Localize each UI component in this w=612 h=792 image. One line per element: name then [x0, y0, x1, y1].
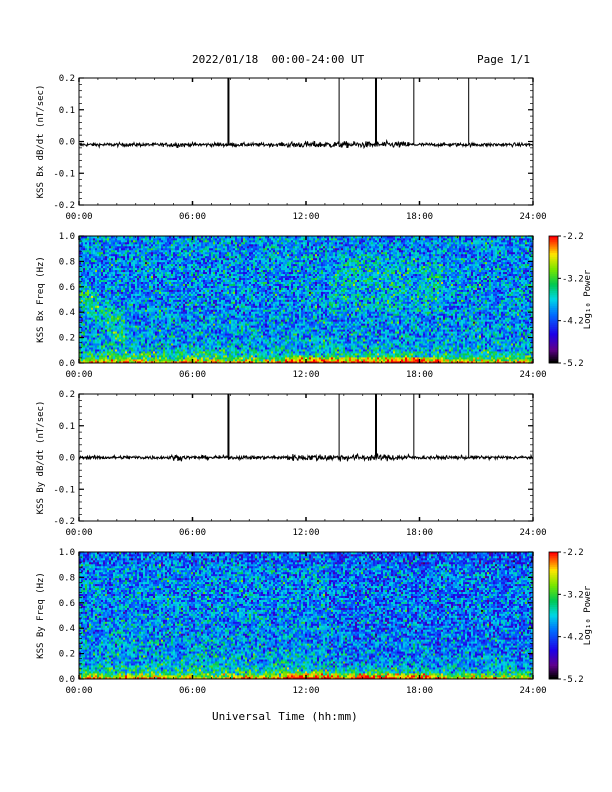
y-axis-label: KSS Bx Freq (Hz) — [36, 256, 46, 343]
y-tick-label: 0.6 — [59, 599, 75, 609]
y-tick-label: 0.0 — [59, 675, 75, 685]
colorbar-tick-label: -3.2 — [562, 274, 584, 284]
x-tick-label: 24:00 — [519, 686, 546, 696]
colorbar: -2.2 -3.2 -4.2 -5.2 Log₁₀ Power — [549, 232, 593, 369]
x-tick-label: 06:00 — [179, 686, 206, 696]
x-tick-label: 06:00 — [179, 212, 206, 222]
x-tick-label: 12:00 — [292, 686, 319, 696]
y-tick-label: 0.2 — [59, 334, 75, 344]
y-tick-label: 0.2 — [59, 74, 75, 84]
y-axis-label: KSS By Freq (Hz) — [36, 572, 46, 659]
x-tick-label: 00:00 — [65, 212, 92, 222]
colorbar-label: Log₁₀ Power — [583, 269, 593, 329]
y-tick-label: 0.8 — [59, 257, 75, 267]
y-tick-label: 0.2 — [59, 650, 75, 660]
spectrogram-cells — [79, 552, 533, 679]
x-tick-label: 00:00 — [65, 528, 92, 538]
y-tick-label: 0.1 — [59, 422, 75, 432]
y-tick-label: 0.0 — [59, 359, 75, 369]
x-tick-label: 18:00 — [406, 370, 433, 380]
colorbar-tick-label: -2.2 — [562, 548, 584, 558]
colorbar-tick-label: -4.2 — [562, 317, 584, 327]
y-tick-label: 0.2 — [59, 390, 75, 400]
x-tick-label: 06:00 — [179, 370, 206, 380]
by-dbdt-panel: 00:00 06:00 12:00 18:00 24:00 0.2 0.1 0.0 -0.1 -0… — [36, 390, 547, 538]
y-tick-label: 0.1 — [59, 106, 75, 116]
plot-frame — [79, 78, 533, 205]
colorbar-tick-label: -5.2 — [562, 359, 584, 369]
spectrogram-cells — [79, 236, 533, 363]
colorbar-tick-label: -5.2 — [562, 675, 584, 685]
y-tick-label: 0.8 — [59, 573, 75, 583]
y-tick-label: 0.0 — [59, 454, 75, 464]
bx-dbdt-panel: 00:00 06:00 12:00 18:00 24:00 0.2 0.1 0.0 -0.1 -0… — [36, 74, 547, 222]
x-tick-label: 12:00 — [292, 528, 319, 538]
y-tick-label: -0.1 — [53, 169, 75, 179]
dbdt-trace — [79, 141, 533, 148]
x-tick-label: 18:00 — [406, 686, 433, 696]
colorbar-tick-label: -2.2 — [562, 232, 584, 242]
x-tick-label: 18:00 — [406, 528, 433, 538]
y-tick-label: 0.6 — [59, 283, 75, 293]
colorbar: -2.2 -3.2 -4.2 -5.2 Log₁₀ Power — [549, 548, 593, 685]
colorbar-tick-label: -4.2 — [562, 633, 584, 643]
y-tick-label: 0.4 — [59, 308, 75, 318]
x-tick-label: 24:00 — [519, 528, 546, 538]
x-tick-label: 24:00 — [519, 370, 546, 380]
x-tick-label: 12:00 — [292, 370, 319, 380]
y-tick-label: 0.0 — [59, 138, 75, 148]
x-tick-label: 12:00 — [292, 212, 319, 222]
y-tick-label: 1.0 — [59, 232, 75, 242]
x-axis-label: Universal Time (hh:mm) — [212, 710, 358, 723]
y-axis-label: KSS Bx dB/dt (nT/sec) — [36, 85, 46, 199]
y-tick-label: 1.0 — [59, 548, 75, 558]
y-tick-label: -0.2 — [53, 201, 75, 211]
y-tick-label: -0.2 — [53, 517, 75, 527]
y-tick-label: 0.4 — [59, 624, 75, 634]
x-tick-label: 18:00 — [406, 212, 433, 222]
bx-spectrogram-panel: 00:00 06:00 12:00 18:00 24:00 1.0 0.8 0.6 0.4 0.2… — [36, 232, 593, 380]
x-tick-label: 00:00 — [65, 370, 92, 380]
x-tick-label: 06:00 — [179, 528, 206, 538]
x-tick-label: 00:00 — [65, 686, 92, 696]
x-tick-label: 24:00 — [519, 212, 546, 222]
colorbar-tick-label: -3.2 — [562, 590, 584, 600]
by-spectrogram-panel: 00:00 06:00 12:00 18:00 24:00 1.0 0.8 0.6 0.4 0.2… — [36, 548, 593, 696]
y-axis-label: KSS By dB/dt (nT/sec) — [36, 401, 46, 515]
dbdt-trace — [79, 454, 533, 461]
y-tick-label: -0.1 — [53, 485, 75, 495]
colorbar-label: Log₁₀ Power — [583, 585, 593, 645]
